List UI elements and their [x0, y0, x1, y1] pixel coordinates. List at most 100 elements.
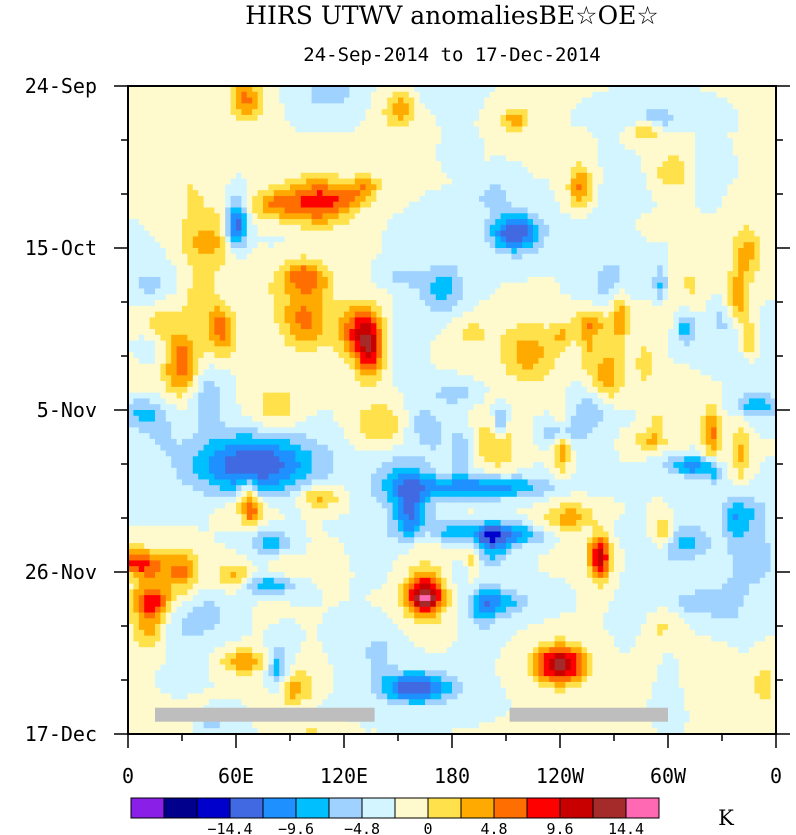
- heatmap-cell: [263, 161, 269, 168]
- heatmap-cell: [300, 311, 307, 318]
- heatmap-cell: [279, 114, 285, 122]
- heatmap-cell: [414, 288, 420, 295]
- heatmap-cell: [479, 109, 485, 116]
- heatmap-cell: [754, 114, 761, 122]
- heatmap-cell: [738, 288, 744, 295]
- heatmap-cell: [646, 276, 653, 284]
- heatmap-cell: [128, 91, 134, 98]
- heatmap-cell: [365, 259, 372, 266]
- heatmap-cell: [711, 190, 717, 197]
- heatmap-cell: [165, 317, 172, 324]
- heatmap-cell: [489, 132, 496, 139]
- heatmap-cell: [225, 114, 231, 122]
- heatmap-cell: [484, 109, 491, 116]
- heatmap-cell: [500, 288, 507, 295]
- heatmap-cell: [759, 178, 766, 185]
- heatmap-cell: [700, 224, 707, 232]
- heatmap-cell: [381, 224, 388, 232]
- heatmap-cell: [549, 172, 555, 179]
- heatmap-cell: [581, 253, 588, 260]
- heatmap-cell: [138, 149, 145, 156]
- heatmap-cell: [263, 190, 269, 197]
- heatmap-cell: [489, 242, 496, 249]
- heatmap-cell: [689, 305, 696, 313]
- heatmap-cell: [765, 282, 771, 289]
- heatmap-cell: [344, 114, 350, 122]
- heatmap-cell: [533, 109, 539, 116]
- heatmap-cell: [668, 161, 674, 168]
- heatmap-cell: [651, 155, 658, 162]
- heatmap-cell: [662, 195, 669, 203]
- heatmap-cell: [754, 86, 761, 93]
- heatmap-cell: [592, 155, 599, 162]
- heatmap-cell: [565, 149, 572, 156]
- heatmap-cell: [749, 149, 755, 156]
- heatmap-cell: [695, 236, 701, 243]
- heatmap-cell: [646, 219, 653, 226]
- heatmap-cell: [349, 271, 356, 278]
- heatmap-cell: [695, 138, 701, 145]
- heatmap-cell: [500, 265, 507, 272]
- heatmap-cell: [333, 132, 339, 139]
- heatmap-cell: [252, 184, 258, 191]
- heatmap-cell: [446, 265, 453, 272]
- heatmap-cell: [749, 172, 755, 179]
- heatmap-cell: [705, 91, 712, 98]
- heatmap-cell: [133, 143, 140, 151]
- heatmap-cell: [765, 190, 771, 197]
- heatmap-cell: [441, 300, 447, 307]
- heatmap-cell: [624, 242, 631, 249]
- heatmap-cell: [392, 126, 399, 133]
- heatmap-cell: [225, 300, 231, 307]
- heatmap-cell: [322, 184, 329, 191]
- heatmap-cell: [176, 259, 183, 266]
- heatmap-cell: [527, 114, 534, 122]
- heatmap-cell: [273, 213, 280, 220]
- heatmap-cell: [230, 114, 237, 122]
- heatmap-cell: [365, 201, 372, 208]
- heatmap-cell: [452, 195, 458, 203]
- heatmap-cell: [236, 288, 242, 295]
- heatmap-cell: [290, 224, 296, 232]
- heatmap-cell: [608, 253, 615, 260]
- heatmap-cell: [295, 242, 302, 249]
- heatmap-cell: [295, 109, 302, 116]
- heatmap-cell: [732, 114, 739, 122]
- heatmap-cell: [630, 167, 636, 174]
- heatmap-cell: [668, 207, 674, 214]
- heatmap-cell: [171, 259, 177, 266]
- heatmap-cell: [543, 242, 550, 249]
- heatmap-cell: [225, 195, 231, 203]
- heatmap-cell: [236, 172, 242, 179]
- heatmap-cell: [522, 109, 528, 116]
- heatmap-cell: [225, 259, 231, 266]
- heatmap-cell: [705, 300, 712, 307]
- heatmap-cell: [522, 253, 528, 260]
- heatmap-cell: [290, 109, 296, 116]
- heatmap-cell: [381, 172, 388, 179]
- heatmap-cell: [468, 109, 474, 116]
- heatmap-cell: [371, 276, 377, 284]
- heatmap-cell: [462, 294, 469, 301]
- heatmap-cell: [327, 207, 334, 214]
- heatmap-cell: [225, 178, 231, 185]
- heatmap-cell: [533, 259, 539, 266]
- heatmap-cell: [295, 276, 302, 284]
- heatmap-cell: [203, 271, 210, 278]
- heatmap-cell: [657, 155, 663, 162]
- heatmap-cell: [138, 109, 145, 116]
- heatmap-cell: [160, 317, 167, 324]
- heatmap-cell: [500, 138, 507, 145]
- heatmap-cell: [495, 213, 501, 220]
- heatmap-cell: [695, 282, 701, 289]
- heatmap-cell: [246, 184, 253, 191]
- heatmap-cell: [641, 305, 647, 313]
- heatmap-cell: [290, 219, 296, 226]
- heatmap-cell: [241, 184, 248, 191]
- heatmap-cell: [441, 201, 447, 208]
- heatmap-cell: [522, 132, 528, 139]
- heatmap-cell: [630, 103, 636, 110]
- heatmap-cell: [441, 184, 447, 191]
- heatmap-cell: [581, 172, 588, 179]
- heatmap-cell: [533, 178, 539, 185]
